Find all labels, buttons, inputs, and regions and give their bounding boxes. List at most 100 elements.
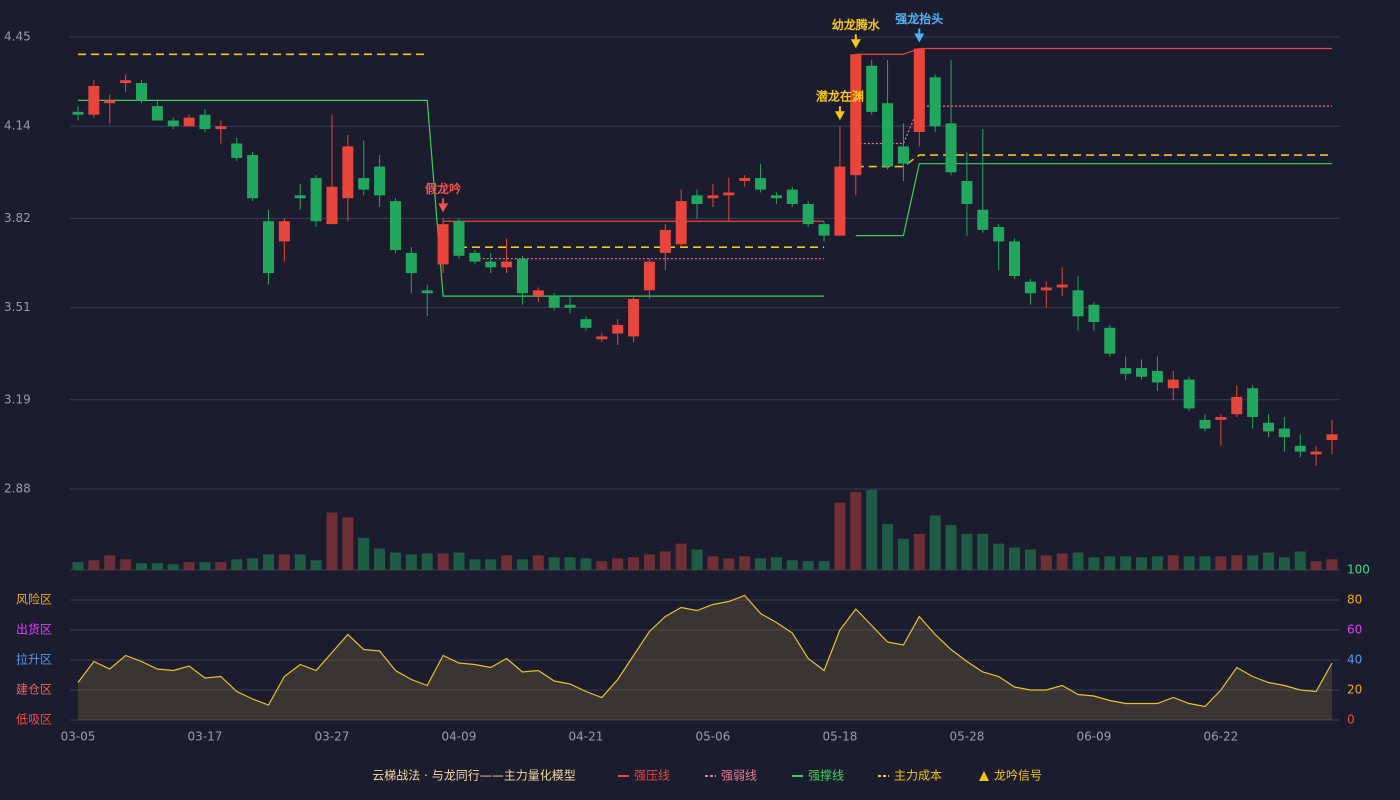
signal-label: 强龙抬头 [895, 11, 943, 26]
candle-body [961, 180, 973, 204]
volume-bar [231, 559, 243, 570]
volume-bar [961, 533, 973, 570]
candle-body [659, 229, 671, 253]
volume-bar [580, 558, 592, 570]
volume-bar [199, 562, 211, 570]
candle-body [977, 209, 989, 230]
signal-arrow [438, 203, 449, 213]
indicator-tick-label: 100 [1347, 563, 1370, 577]
volume-bar [850, 491, 862, 570]
x-tick-label: 04-21 [569, 730, 604, 744]
candle-body [453, 221, 465, 256]
level-line [78, 99, 1332, 297]
volume-bar [215, 562, 227, 570]
x-tick-label: 06-22 [1203, 730, 1238, 744]
volume-bar [437, 553, 449, 570]
candle-body [1294, 445, 1306, 452]
volume-bar [1056, 553, 1068, 570]
volume-bar [834, 502, 846, 570]
volume-bar [1151, 556, 1163, 570]
candle-body [818, 224, 830, 236]
candle-body [104, 100, 116, 104]
volume-bar [485, 559, 497, 570]
volume-bar [120, 559, 132, 570]
candle-body [262, 221, 274, 274]
volume-bar [167, 564, 179, 570]
x-tick-label: 03-27 [315, 730, 350, 744]
signal-label: 幼龙腾水 [832, 17, 881, 32]
volume-bar [977, 533, 989, 570]
candle-body [167, 120, 179, 127]
volume-bar [675, 543, 687, 570]
volume-bar [1263, 552, 1275, 570]
y-tick-label: 2.88 [4, 482, 31, 496]
volume-bar [1247, 555, 1259, 570]
candle-body [596, 336, 608, 340]
candle-body [1024, 281, 1036, 294]
volume-bar [596, 561, 608, 570]
candle-body [342, 146, 354, 199]
candle-body [135, 83, 147, 101]
volume-bar [151, 563, 163, 570]
volume-bar [628, 557, 640, 570]
volume-bar [247, 558, 259, 570]
volume-bar [1278, 557, 1290, 570]
indicator-tick-label: 40 [1347, 653, 1362, 667]
volume-bar [72, 562, 84, 570]
volume-bar [866, 490, 878, 570]
x-tick-label: 03-17 [188, 730, 223, 744]
volume-bar [1040, 555, 1052, 570]
y-tick-label: 3.51 [4, 300, 31, 314]
candle-body [1310, 451, 1322, 455]
volume-bar [1294, 551, 1306, 570]
y-tick-label: 4.14 [4, 119, 31, 133]
candle-body [755, 178, 767, 190]
volume-bar [516, 559, 528, 570]
volume-bar [1088, 557, 1100, 570]
indicator-tick-label: 60 [1347, 623, 1362, 637]
level-line [78, 53, 1332, 248]
candle-body [786, 189, 798, 204]
candle-body [183, 117, 195, 127]
candle-body [120, 80, 132, 84]
candle-body [437, 224, 449, 265]
volume-bar [612, 558, 624, 570]
x-tick-label: 05-18 [822, 730, 857, 744]
volume-bar [1310, 561, 1322, 570]
y-tick-label: 4.45 [4, 30, 31, 44]
candle-body [739, 178, 751, 181]
candle-body [1056, 284, 1068, 288]
candle-body [707, 195, 719, 199]
indicator-area [78, 595, 1332, 720]
candle-body [1009, 241, 1021, 276]
zone-label: 建仓区 [16, 683, 52, 697]
candle-body [548, 296, 560, 308]
indicator-tick-label: 80 [1347, 593, 1362, 607]
volume-bar [802, 561, 814, 570]
candle-body [374, 166, 386, 196]
candle-body [850, 54, 862, 176]
candle-body [405, 252, 417, 274]
volume-bar [310, 560, 322, 570]
volume-bar [643, 554, 655, 570]
volume-bar [913, 533, 925, 570]
volume-bar [1326, 559, 1338, 570]
candle-body [929, 77, 941, 127]
legend-label: 主力成本 [894, 769, 942, 783]
indicator-line [77, 594, 1333, 708]
candle-body [310, 178, 322, 222]
volume-bar [564, 557, 576, 570]
volume-bar [342, 517, 354, 570]
volume-bar [707, 556, 719, 570]
volume-bar [262, 554, 274, 570]
zone-label: 拉升区 [16, 652, 52, 667]
legend-label: 龙吟信号 [994, 768, 1042, 783]
candle-body [278, 221, 290, 242]
volume-bar [1183, 556, 1195, 570]
volume-bar [135, 563, 147, 570]
candle-body [215, 126, 227, 130]
volume-bar [1215, 556, 1227, 570]
x-tick-label: 04-09 [442, 730, 477, 744]
volume-bar [405, 554, 417, 570]
candle-body [389, 201, 401, 251]
